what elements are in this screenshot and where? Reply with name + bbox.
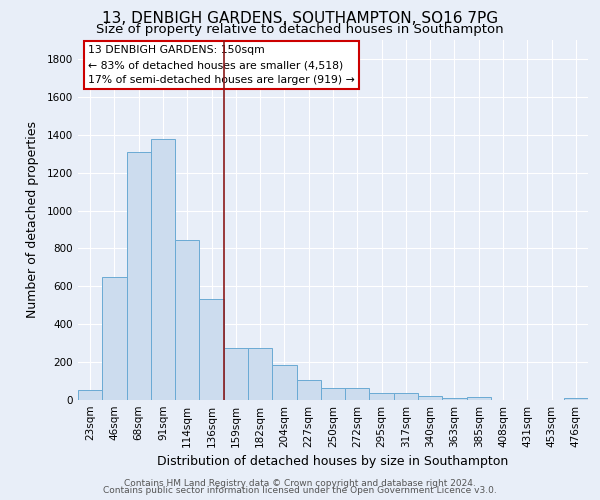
Bar bbox=[151, 140, 175, 400]
Bar bbox=[248, 348, 272, 400]
Bar bbox=[78, 390, 102, 400]
Bar bbox=[199, 298, 224, 400]
Bar bbox=[272, 365, 296, 400]
Text: Contains HM Land Registry data © Crown copyright and database right 2024.: Contains HM Land Registry data © Crown c… bbox=[124, 478, 476, 488]
Bar bbox=[175, 240, 199, 400]
Y-axis label: Number of detached properties: Number of detached properties bbox=[26, 122, 38, 318]
Text: 13, DENBIGH GARDENS, SOUTHAMPTON, SO16 7PG: 13, DENBIGH GARDENS, SOUTHAMPTON, SO16 7… bbox=[102, 11, 498, 26]
Bar bbox=[418, 396, 442, 400]
Text: Size of property relative to detached houses in Southampton: Size of property relative to detached ho… bbox=[96, 22, 504, 36]
Bar bbox=[564, 398, 588, 400]
Text: 13 DENBIGH GARDENS: 150sqm
← 83% of detached houses are smaller (4,518)
17% of s: 13 DENBIGH GARDENS: 150sqm ← 83% of deta… bbox=[88, 46, 355, 85]
Bar bbox=[442, 398, 467, 400]
X-axis label: Distribution of detached houses by size in Southampton: Distribution of detached houses by size … bbox=[157, 456, 509, 468]
Bar bbox=[224, 348, 248, 400]
Bar bbox=[102, 277, 127, 400]
Bar bbox=[127, 152, 151, 400]
Text: Contains public sector information licensed under the Open Government Licence v3: Contains public sector information licen… bbox=[103, 486, 497, 495]
Bar bbox=[296, 380, 321, 400]
Bar bbox=[394, 394, 418, 400]
Bar bbox=[345, 388, 370, 400]
Bar bbox=[321, 388, 345, 400]
Bar bbox=[370, 393, 394, 400]
Bar bbox=[467, 397, 491, 400]
